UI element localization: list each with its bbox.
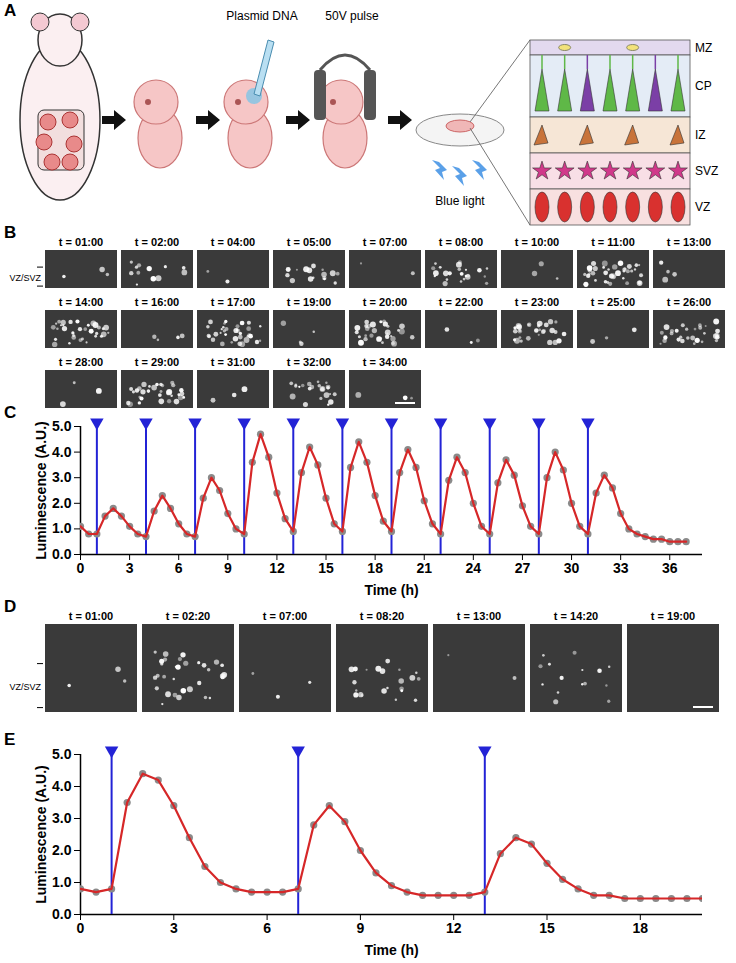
svg-text:t = 25:00: t = 25:00 [591, 296, 635, 308]
svg-text:Blue light: Blue light [435, 194, 485, 208]
svg-text:Luminescence (A.U.): Luminescence (A.U.) [33, 421, 49, 559]
svg-text:3: 3 [170, 920, 178, 936]
svg-text:t = 02:00: t = 02:00 [135, 236, 179, 248]
svg-text:36: 36 [662, 560, 678, 576]
svg-text:15: 15 [318, 560, 334, 576]
svg-text:0: 0 [77, 560, 85, 576]
svg-text:Time (h): Time (h) [364, 582, 418, 598]
svg-text:5.0: 5.0 [52, 746, 72, 762]
svg-text:9: 9 [357, 920, 365, 936]
svg-text:t = 02:20: t = 02:20 [166, 610, 210, 622]
svg-text:3: 3 [126, 560, 134, 576]
svg-text:D: D [4, 597, 16, 616]
svg-text:t = 16:00: t = 16:00 [135, 296, 179, 308]
svg-text:6: 6 [263, 920, 271, 936]
svg-text:VZ/SVZ: VZ/SVZ [9, 682, 41, 692]
svg-text:t = 08:00: t = 08:00 [439, 236, 483, 248]
svg-text:2.0: 2.0 [52, 495, 72, 511]
svg-text:2.0: 2.0 [52, 842, 72, 858]
svg-text:27: 27 [515, 560, 531, 576]
svg-text:VZ: VZ [695, 200, 710, 214]
svg-text:15: 15 [539, 920, 555, 936]
svg-text:5.0: 5.0 [52, 418, 72, 434]
svg-text:1.0: 1.0 [52, 874, 72, 890]
svg-text:33: 33 [613, 560, 629, 576]
svg-text:t = 05:00: t = 05:00 [287, 236, 331, 248]
svg-text:t = 10:00: t = 10:00 [515, 236, 559, 248]
svg-text:1.0: 1.0 [52, 520, 72, 536]
svg-text:t = 32:00: t = 32:00 [287, 356, 331, 368]
svg-text:MZ: MZ [695, 41, 712, 55]
svg-text:50V pulse: 50V pulse [325, 9, 379, 23]
svg-text:t = 31:00: t = 31:00 [211, 356, 255, 368]
svg-text:30: 30 [564, 560, 580, 576]
svg-text:12: 12 [269, 560, 285, 576]
svg-text:0.0: 0.0 [52, 546, 72, 562]
svg-text:E: E [4, 730, 15, 749]
svg-text:t = 04:00: t = 04:00 [211, 236, 255, 248]
svg-text:B: B [4, 223, 16, 242]
svg-text:12: 12 [446, 920, 462, 936]
svg-text:t = 28:00: t = 28:00 [59, 356, 103, 368]
svg-text:4.0: 4.0 [52, 444, 72, 460]
svg-text:0.0: 0.0 [52, 906, 72, 922]
svg-text:4.0: 4.0 [52, 778, 72, 794]
svg-text:18: 18 [633, 920, 649, 936]
svg-text:9: 9 [224, 560, 232, 576]
svg-text:t = 11:00: t = 11:00 [591, 236, 635, 248]
svg-text:t = 08:20: t = 08:20 [360, 610, 404, 622]
svg-text:t = 13:00: t = 13:00 [667, 236, 711, 248]
svg-text:VZ/SVZ: VZ/SVZ [9, 273, 41, 283]
svg-text:Time (h): Time (h) [364, 942, 418, 958]
svg-text:t = 01:00: t = 01:00 [59, 236, 103, 248]
svg-text:t = 23:00: t = 23:00 [515, 296, 559, 308]
svg-text:3.0: 3.0 [52, 469, 72, 485]
svg-text:t = 01:00: t = 01:00 [69, 610, 113, 622]
svg-text:t = 19:00: t = 19:00 [651, 610, 695, 622]
svg-text:SVZ: SVZ [695, 164, 718, 178]
svg-text:t = 07:00: t = 07:00 [263, 610, 307, 622]
svg-text:CP: CP [695, 79, 712, 93]
svg-text:t = 34:00: t = 34:00 [363, 356, 407, 368]
svg-text:18: 18 [367, 560, 383, 576]
svg-text:Plasmid DNA: Plasmid DNA [226, 9, 297, 23]
svg-text:t = 07:00: t = 07:00 [363, 236, 407, 248]
svg-text:Luminescence (A.U.): Luminescence (A.U.) [33, 765, 49, 903]
svg-text:A: A [4, 1, 16, 20]
svg-text:t = 22:00: t = 22:00 [439, 296, 483, 308]
svg-text:C: C [4, 403, 16, 422]
svg-text:t = 14:00: t = 14:00 [59, 296, 103, 308]
svg-text:t = 17:00: t = 17:00 [211, 296, 255, 308]
svg-text:t = 14:20: t = 14:20 [554, 610, 598, 622]
svg-text:t = 13:00: t = 13:00 [457, 610, 501, 622]
svg-text:24: 24 [466, 560, 482, 576]
svg-text:t = 29:00: t = 29:00 [135, 356, 179, 368]
svg-text:t = 20:00: t = 20:00 [363, 296, 407, 308]
svg-text:0: 0 [77, 920, 85, 936]
svg-text:t = 26:00: t = 26:00 [667, 296, 711, 308]
svg-text:IZ: IZ [695, 128, 706, 142]
svg-text:6: 6 [175, 560, 183, 576]
svg-text:3.0: 3.0 [52, 810, 72, 826]
svg-text:t = 19:00: t = 19:00 [287, 296, 331, 308]
svg-text:21: 21 [416, 560, 432, 576]
